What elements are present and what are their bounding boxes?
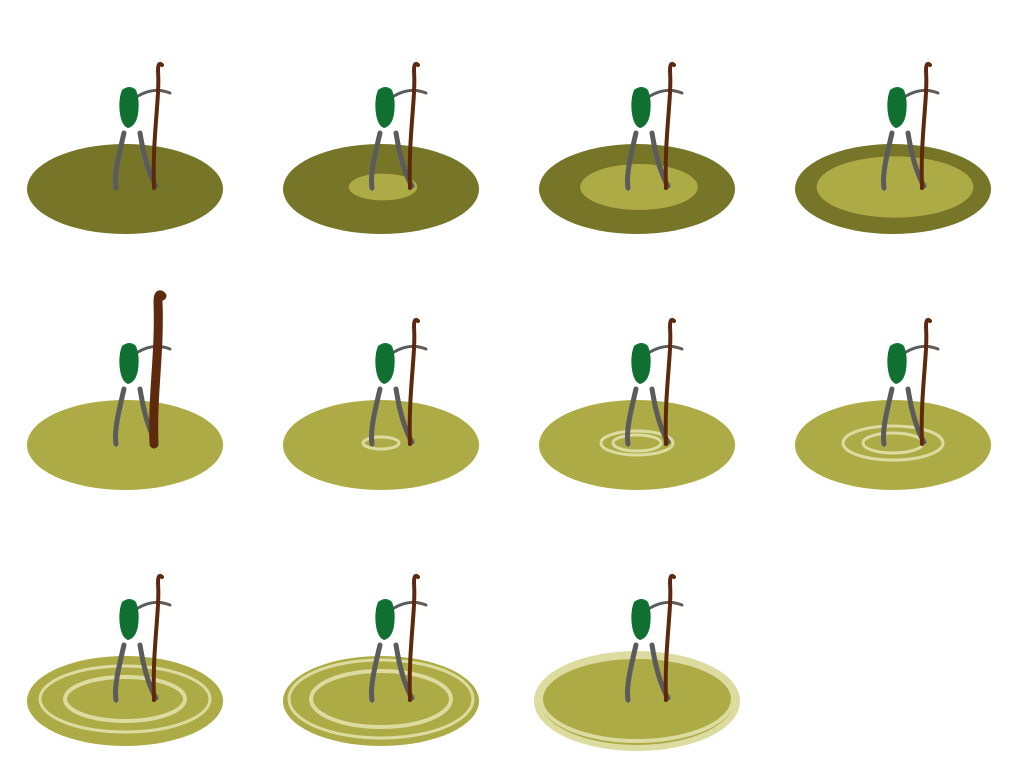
animation-frame-6 — [256, 256, 512, 512]
frame-canvas — [256, 0, 512, 256]
animation-frame-5 — [0, 256, 256, 512]
animation-frame-1 — [0, 0, 256, 256]
ground-disc — [27, 144, 223, 234]
figure-arm — [650, 346, 682, 352]
figure-body — [375, 343, 394, 384]
frame-canvas — [256, 512, 512, 768]
figure-body — [375, 87, 394, 128]
figure-arm — [394, 90, 426, 96]
figure-arm — [906, 346, 938, 352]
frame-canvas — [768, 0, 1024, 256]
animation-frame-10 — [256, 512, 512, 768]
figure-arm — [650, 602, 682, 608]
figure-body — [631, 343, 650, 384]
figure-body — [119, 343, 138, 384]
ground-disc — [539, 400, 735, 490]
frame-canvas — [256, 256, 512, 512]
figure-arm — [394, 346, 426, 352]
frame-canvas — [0, 256, 256, 512]
animation-frame-7 — [512, 256, 768, 512]
animation-frame-9 — [0, 512, 256, 768]
glow-patch — [580, 164, 698, 210]
frame-canvas — [0, 512, 256, 768]
figure-arm — [394, 602, 426, 608]
frame-canvas — [512, 512, 768, 768]
ground-disc — [27, 400, 223, 490]
frame-canvas — [768, 256, 1024, 512]
figure-arm — [650, 90, 682, 96]
animation-frame-11 — [512, 512, 768, 768]
frame-canvas — [512, 256, 768, 512]
ground-disc — [283, 400, 479, 490]
figure-body — [887, 87, 906, 128]
figure-arm — [906, 90, 938, 96]
figure-body — [119, 599, 138, 640]
figure-body — [631, 87, 650, 128]
figure-body — [631, 599, 650, 640]
figure-body — [119, 87, 138, 128]
figure-body — [375, 599, 394, 640]
frame-canvas — [512, 0, 768, 256]
frame-canvas — [0, 0, 256, 256]
figure-arm — [138, 90, 170, 96]
figure-arm — [138, 602, 170, 608]
animation-frame-8 — [768, 256, 1024, 512]
glow-patch — [817, 156, 974, 217]
animation-frame-3 — [512, 0, 768, 256]
animation-frame-2 — [256, 0, 512, 256]
figure-body — [887, 343, 906, 384]
animation-frame-4 — [768, 0, 1024, 256]
ground-disc — [795, 400, 991, 490]
